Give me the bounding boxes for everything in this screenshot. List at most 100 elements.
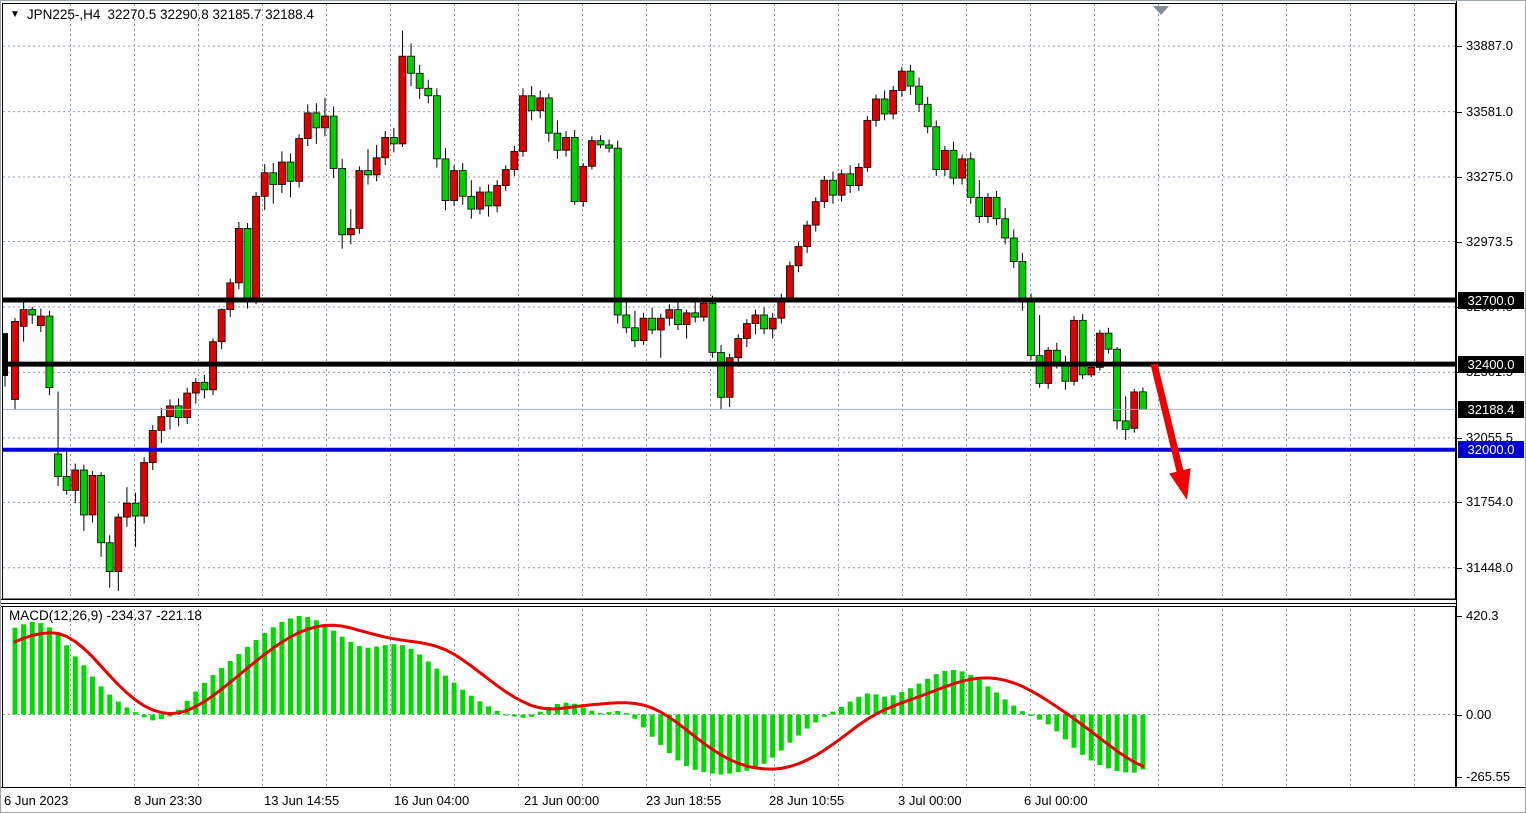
candle-body xyxy=(613,147,622,316)
macd-histogram-bar xyxy=(253,639,259,715)
macd-histogram-bar xyxy=(21,624,27,715)
price-badge-32700.0: 32700.0 xyxy=(1458,291,1524,309)
time-tick-label: 6 Jun 2023 xyxy=(4,793,69,808)
candle-body xyxy=(786,265,794,299)
candle-body xyxy=(1078,319,1087,376)
candle-body xyxy=(1104,332,1113,350)
macd-histogram-bar xyxy=(305,616,311,715)
macd-tick-label: 0.00 xyxy=(1457,707,1491,723)
macd-histogram-bar xyxy=(425,661,431,715)
candle-body xyxy=(458,170,467,197)
macd-signal-line xyxy=(13,623,1145,771)
price-chart-canvas[interactable] xyxy=(1,1,1457,602)
candle-body xyxy=(28,309,37,316)
candle-body xyxy=(949,149,958,179)
macd-histogram-bar xyxy=(227,661,233,715)
macd-histogram-bar xyxy=(356,646,362,715)
candle-body xyxy=(11,320,19,400)
candle-body xyxy=(1001,218,1010,239)
candle-body xyxy=(484,191,493,207)
price-scale[interactable]: 33887.033581.033275.032973.532667.532361… xyxy=(1456,1,1525,787)
price-tick-label: 33581.0 xyxy=(1457,104,1513,120)
candle-body xyxy=(837,173,846,196)
macd-histogram-bar xyxy=(486,706,492,715)
macd-histogram-bar xyxy=(1123,714,1129,773)
macd-histogram-bar xyxy=(1140,714,1146,770)
candle-body xyxy=(906,70,915,87)
macd-histogram-bar xyxy=(408,648,414,715)
macd-histogram-bar xyxy=(468,695,474,715)
macd-histogram-bar xyxy=(778,714,784,751)
candle-body xyxy=(699,302,708,318)
macd-histogram-bar xyxy=(167,714,173,717)
candle-body xyxy=(829,179,837,196)
candle-body xyxy=(54,453,62,477)
macd-histogram-bar xyxy=(72,656,78,715)
candle-body xyxy=(200,381,209,391)
macd-histogram-bar xyxy=(89,676,95,715)
candle-body xyxy=(45,315,54,389)
candle-body xyxy=(872,98,880,121)
macd-histogram-bar xyxy=(460,689,466,715)
candle-body xyxy=(424,87,433,97)
macd-histogram-bar xyxy=(374,646,380,715)
macd-histogram-bar xyxy=(1062,714,1068,740)
candle-body xyxy=(467,195,476,210)
candle-body xyxy=(19,309,28,327)
candle-body xyxy=(975,196,984,217)
candle-body xyxy=(958,158,966,179)
candle-body xyxy=(984,196,992,217)
macd-histogram-bar xyxy=(313,620,319,715)
macd-histogram-bar xyxy=(270,627,276,715)
trend-arrow-shaft[interactable] xyxy=(1150,363,1185,478)
panel-divider[interactable] xyxy=(1,599,1456,607)
macd-histogram-bar xyxy=(864,693,870,715)
candle-body xyxy=(372,157,381,176)
macd-histogram-bar xyxy=(968,675,974,715)
time-tick-label: 3 Jul 00:00 xyxy=(898,793,962,808)
candle-body xyxy=(1027,299,1035,357)
price-badge-32400.0: 32400.0 xyxy=(1458,355,1524,373)
candle-body xyxy=(389,137,398,145)
candle-body xyxy=(321,115,329,129)
macd-panel-canvas[interactable] xyxy=(1,602,1457,788)
symbol-dropdown-icon[interactable]: ▼ xyxy=(10,9,20,20)
macd-histogram-bar xyxy=(511,714,517,717)
candle-body xyxy=(105,542,114,573)
macd-histogram-bar xyxy=(279,621,285,715)
candle-body xyxy=(338,168,347,236)
macd-histogram-bar xyxy=(141,714,147,718)
macd-histogram-bar xyxy=(1054,714,1060,732)
candle-body xyxy=(587,140,596,167)
trend-arrow-head[interactable] xyxy=(1169,468,1191,500)
macd-histogram-bar xyxy=(916,683,922,715)
macd-histogram-bar xyxy=(434,668,440,715)
candle-body xyxy=(639,317,648,342)
macd-histogram-bar xyxy=(606,712,612,715)
macd-histogram-bar xyxy=(546,706,552,715)
time-scale[interactable]: 6 Jun 2023 8 Jun 23:30 13 Jun 14:55 16 Jun … xyxy=(1,787,1525,812)
macd-histogram-bar xyxy=(1131,714,1137,773)
price-tick-label: 31448.0 xyxy=(1457,560,1513,576)
candle-body xyxy=(441,158,450,201)
candle-body xyxy=(364,170,372,176)
candle-body xyxy=(854,167,863,186)
candle-body xyxy=(656,317,665,331)
candle-body xyxy=(1130,391,1139,429)
time-tick-label: 8 Jun 23:30 xyxy=(134,793,202,808)
candle-body xyxy=(140,462,149,517)
candle-body xyxy=(708,302,717,353)
candle-body xyxy=(691,312,700,318)
candle-body xyxy=(605,144,613,149)
candle-body xyxy=(880,98,889,115)
candle-body xyxy=(648,317,657,331)
macd-histogram-bar xyxy=(339,636,345,715)
macd-histogram-bar xyxy=(942,670,948,715)
macd-histogram-bar xyxy=(580,707,586,715)
candle-body xyxy=(398,55,407,145)
candle-body xyxy=(742,323,751,339)
candle-body xyxy=(166,405,174,417)
macd-histogram-bar xyxy=(1114,714,1120,771)
macd-histogram-bar xyxy=(529,714,535,717)
